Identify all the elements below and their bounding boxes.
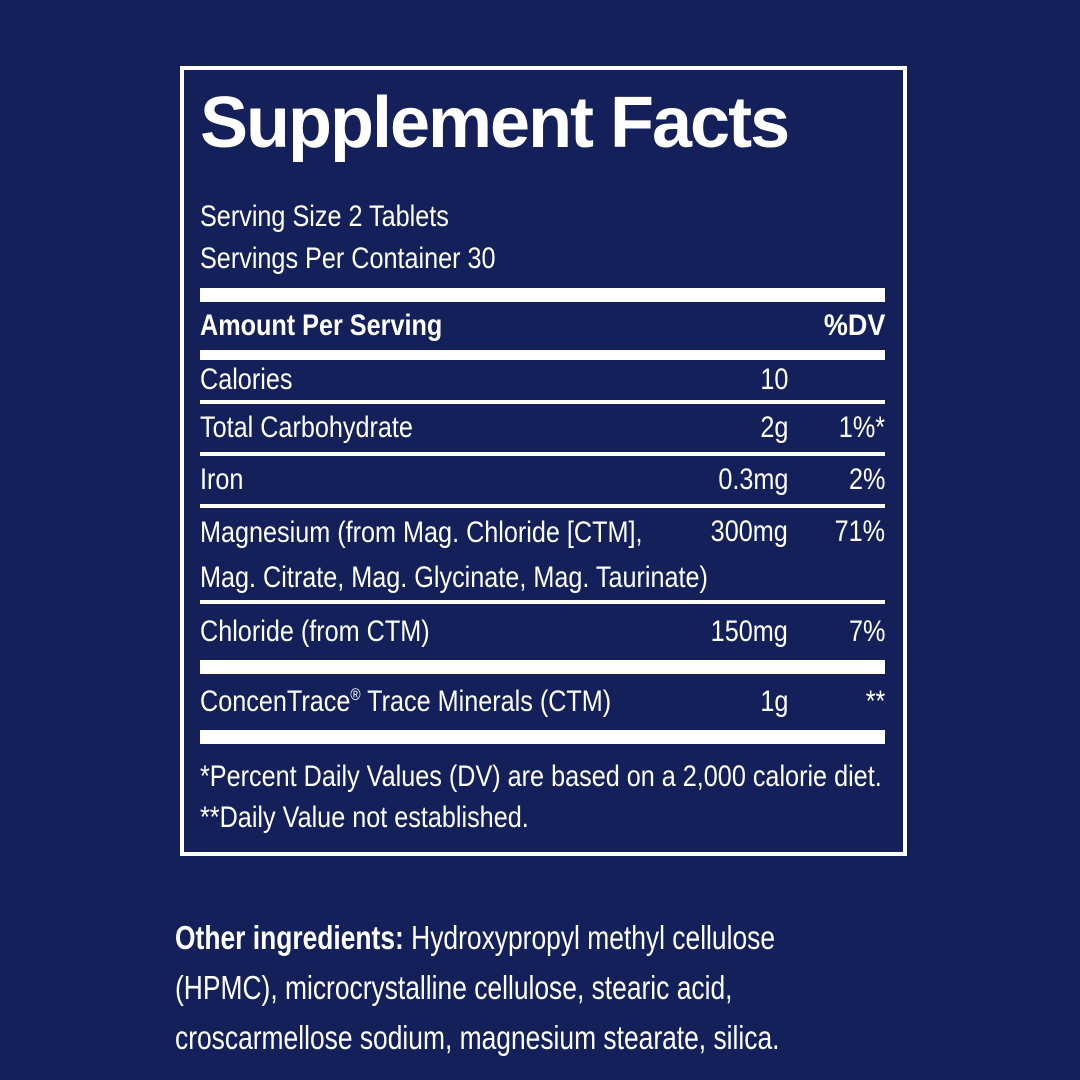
- footnotes: *Percent Daily Values (DV) are based on …: [200, 756, 885, 838]
- table-header-row: Amount Per Serving %DV: [200, 302, 885, 350]
- registered-trademark-symbol: ®: [350, 685, 361, 704]
- table-row-total-carbohydrate: Total Carbohydrate 2g 1%*: [200, 404, 885, 456]
- amount-per-serving-label: Amount Per Serving: [200, 308, 443, 342]
- table-row-iron: Iron 0.3mg 2%: [200, 456, 885, 508]
- nutrient-dv: **: [865, 684, 885, 718]
- panel-title: Supplement Facts: [200, 83, 790, 163]
- nutrient-amount: 300mg: [710, 514, 788, 548]
- table-row-calories: Calories 10: [200, 360, 885, 404]
- nutrient-amount: 0.3mg: [717, 462, 788, 496]
- other-ingredients: Other ingredients: Hydroxypropyl methyl …: [175, 913, 931, 1063]
- table-row-chloride: Chloride (from CTM) 150mg 7%: [200, 604, 885, 660]
- nutrient-name: Iron: [200, 462, 244, 496]
- other-ingredients-line-2: (HPMC), microcrystalline cellulose, stea…: [175, 969, 733, 1006]
- percent-dv-label: %DV: [823, 308, 885, 342]
- other-ingredients-line-1: Other ingredients: Hydroxypropyl methyl …: [175, 919, 776, 956]
- other-ingredients-label: Other ingredients:: [175, 919, 404, 956]
- nutrient-name: ConcenTrace® Trace Minerals (CTM): [200, 684, 612, 718]
- table-row-magnesium: Magnesium (from Mag. Chloride [CTM], Mag…: [200, 508, 885, 604]
- nutrient-name: Total Carbohydrate: [200, 410, 413, 444]
- serving-size: Serving Size 2 Tablets: [200, 199, 449, 233]
- nutrient-dv: 71%: [834, 514, 885, 548]
- nutrient-amount: 2g: [759, 410, 788, 444]
- nutrient-dv: 1%*: [838, 410, 885, 444]
- divider-medium-header: [200, 349, 885, 360]
- nutrient-amount: 150mg: [710, 614, 788, 648]
- nutrient-amount: 1g: [759, 684, 788, 718]
- divider-thick-top: [200, 287, 885, 302]
- nutrient-name: Magnesium (from Mag. Chloride [CTM],: [200, 515, 643, 549]
- table-row-concentrace: ConcenTrace® Trace Minerals (CTM) 1g **: [200, 674, 885, 730]
- servings-per-container: Servings Per Container 30: [200, 241, 496, 275]
- nutrient-name: Calories: [200, 362, 293, 396]
- footnote-daily-values: *Percent Daily Values (DV) are based on …: [200, 759, 882, 793]
- serving-info: Serving Size 2 Tablets Servings Per Cont…: [200, 196, 885, 280]
- nutrient-dv: 7%: [848, 614, 885, 648]
- divider-thick-bottom: [200, 729, 885, 744]
- footnote-not-established: **Daily Value not established.: [200, 800, 529, 834]
- nutrient-name-line2: Mag. Citrate, Mag. Glycinate, Mag. Tauri…: [200, 560, 708, 594]
- nutrient-name: Chloride (from CTM): [200, 614, 430, 648]
- supplement-facts-panel: Supplement Facts Serving Size 2 Tablets …: [180, 66, 907, 856]
- divider-thick-middle: [200, 659, 885, 674]
- other-ingredients-line-3: croscarmellose sodium, magnesium stearat…: [175, 1019, 780, 1056]
- nutrient-amount: 10: [759, 362, 788, 396]
- nutrient-dv: 2%: [848, 462, 885, 496]
